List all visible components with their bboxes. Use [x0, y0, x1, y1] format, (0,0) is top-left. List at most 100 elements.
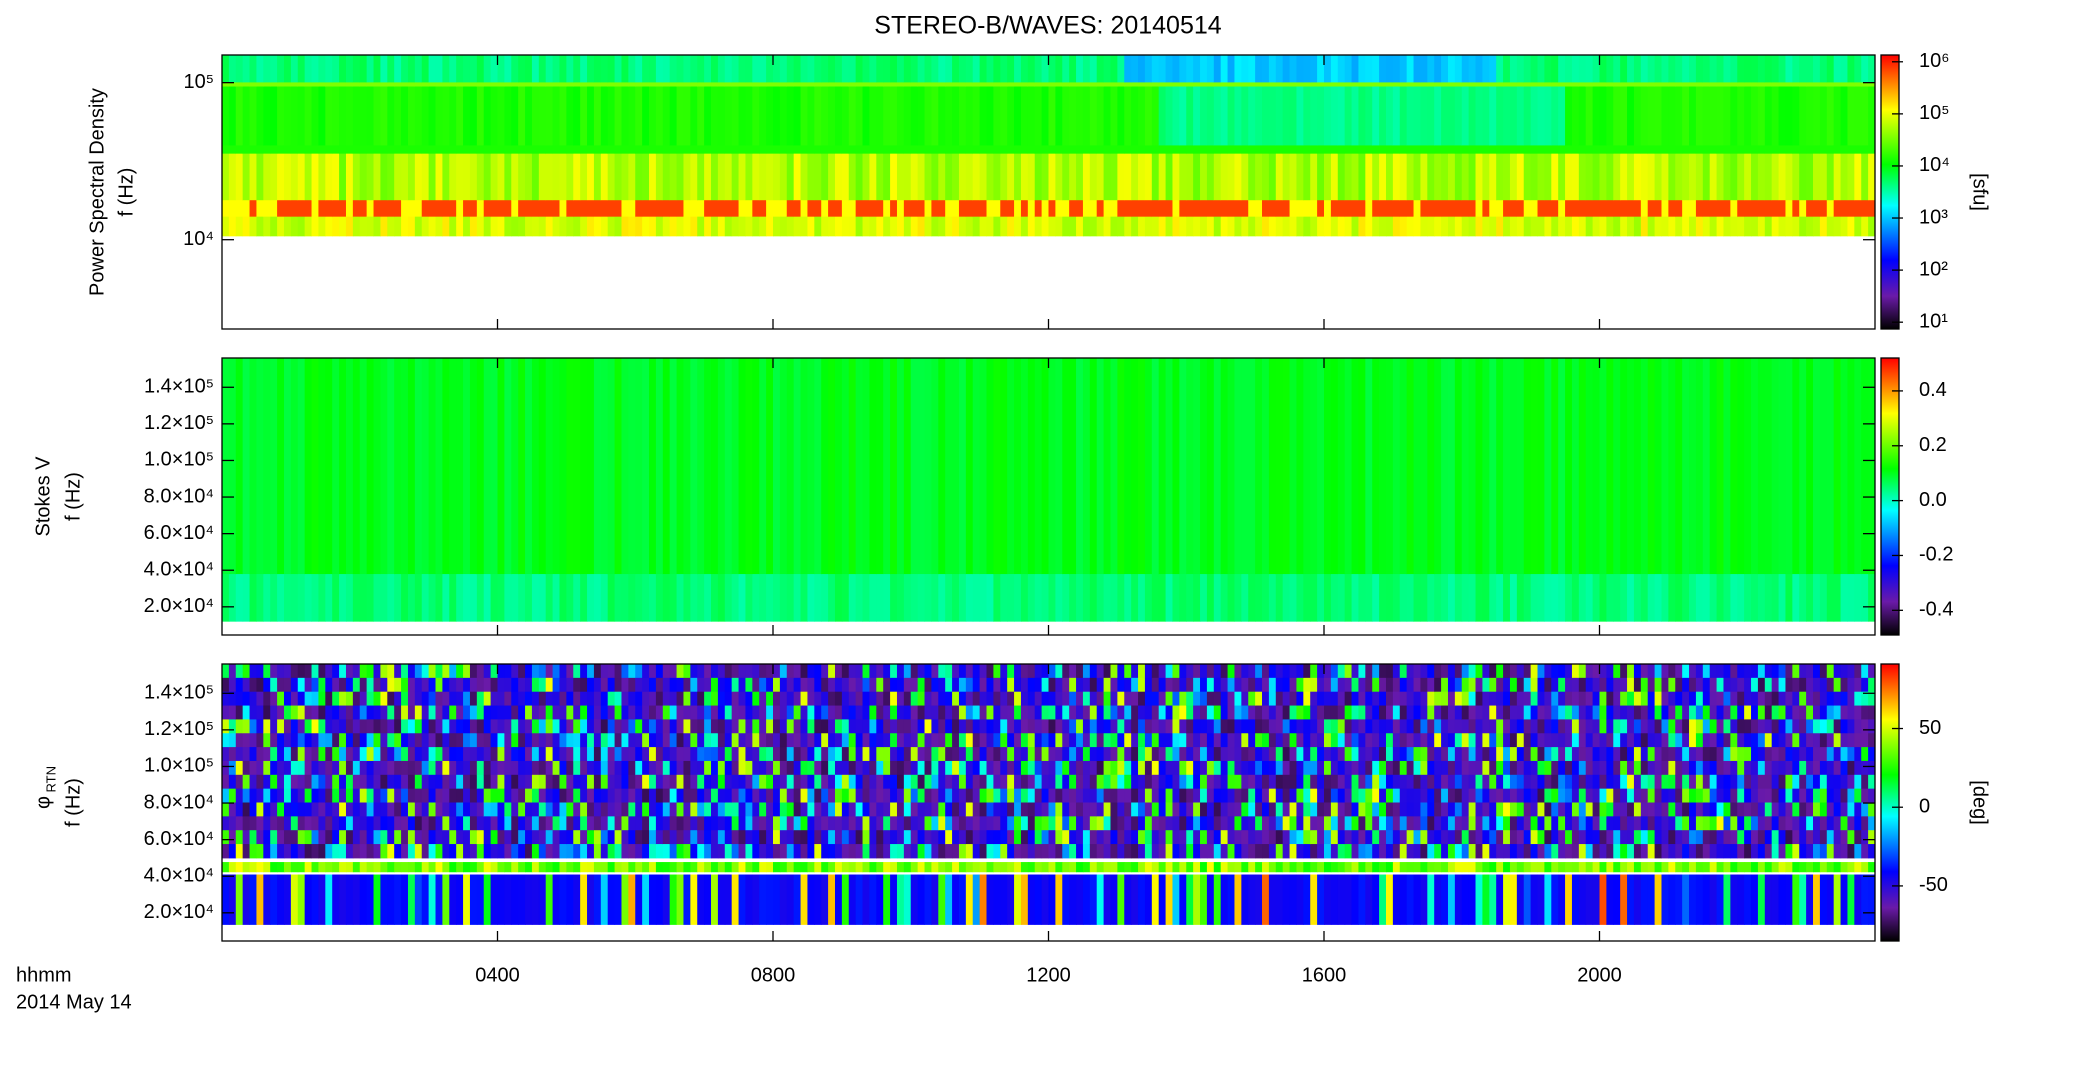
spectrogram-cell — [449, 874, 457, 925]
spectrogram-cell — [1206, 874, 1215, 925]
spectrogram-cell — [290, 774, 299, 790]
spectrogram-cell — [807, 664, 815, 679]
spectrogram-cell — [366, 574, 375, 622]
spectrogram-cell — [1654, 358, 1662, 575]
spectrogram-cell — [1337, 86, 1346, 146]
spectrogram-cell — [1117, 733, 1125, 748]
spectrogram-cell — [773, 55, 781, 83]
spectrogram-cell — [1324, 874, 1332, 925]
spectrogram-cell — [731, 862, 740, 873]
spectrogram-cell — [862, 802, 870, 817]
spectrogram-cell — [876, 200, 884, 218]
spectrogram-cell — [435, 747, 443, 762]
spectrogram-cell — [979, 705, 988, 720]
spectrogram-cell — [972, 358, 981, 575]
spectrogram-cell — [786, 719, 795, 734]
spectrogram-cell — [855, 153, 864, 201]
spectrogram-cell — [1709, 200, 1718, 218]
spectrogram-cell — [731, 747, 740, 762]
spectrogram-cell — [1324, 788, 1332, 803]
spectrogram-cell — [593, 733, 602, 748]
spectrogram-cell — [414, 862, 423, 873]
spectrogram-cell — [518, 574, 526, 622]
spectrogram-cell — [1523, 216, 1532, 237]
spectrogram-cell — [1406, 760, 1415, 776]
spectrogram-cell — [1482, 82, 1490, 88]
spectrogram-cell — [249, 216, 257, 237]
spectrogram-cell — [1062, 216, 1070, 237]
spectrogram-cell — [945, 55, 953, 83]
spectrogram-cell — [1248, 358, 1256, 575]
spectrogram-cell — [1186, 574, 1194, 622]
spectrogram-cell — [1344, 358, 1353, 575]
spectrogram-cell — [821, 719, 829, 734]
spectrogram-cell — [1096, 719, 1105, 734]
spectrogram-cell — [311, 830, 319, 845]
spectrogram-cell — [242, 874, 251, 925]
spectrogram-cell — [256, 830, 264, 845]
spectrogram-cell — [779, 844, 788, 859]
spectrogram-cell — [759, 86, 767, 146]
spectrogram-cell — [593, 788, 602, 803]
spectrogram-cell — [600, 216, 609, 237]
spectrogram-cell — [1007, 774, 1015, 790]
spectrogram-cell — [449, 82, 457, 88]
spectrogram-cell — [1633, 153, 1642, 201]
spectrogram-cell — [1000, 816, 1008, 831]
spectrogram-cell — [1558, 82, 1566, 88]
spectrogram-cell — [352, 145, 361, 155]
spectrogram-cell — [1695, 216, 1704, 237]
spectrogram-cell — [704, 358, 712, 575]
spectrogram-cell — [1868, 55, 1876, 83]
spectrogram-cell — [545, 844, 554, 859]
spectrogram-cell — [821, 802, 829, 817]
spectrogram-cell — [1682, 82, 1690, 88]
spectrogram-cell — [1413, 691, 1421, 707]
spectrogram-cell — [924, 705, 932, 720]
spectrogram-cell — [1124, 733, 1132, 748]
spectrogram-cell — [359, 664, 368, 679]
spectrogram-cell — [1379, 816, 1387, 831]
spectrogram-cell — [600, 153, 609, 201]
spectrogram-cell — [635, 705, 643, 720]
spectrogram-cell — [263, 816, 271, 831]
spectrogram-cell — [463, 574, 471, 622]
spectrogram-cell — [1358, 664, 1366, 679]
spectrogram-cell — [566, 862, 574, 873]
spectrogram-cell — [1296, 664, 1304, 679]
spectrogram-cell — [1082, 216, 1091, 237]
spectrogram-cell — [1138, 86, 1146, 146]
spectrogram-cell — [1792, 216, 1800, 237]
spectrogram-cell — [1131, 691, 1139, 707]
spectrogram-cell — [910, 145, 919, 155]
spectrogram-cell — [1751, 358, 1759, 575]
spectrogram-cell — [862, 216, 870, 237]
spectrogram-cell — [1082, 664, 1091, 679]
spectrogram-cell — [1324, 830, 1332, 845]
spectrogram-cell — [1062, 844, 1070, 859]
spectrogram-cell — [1186, 816, 1194, 831]
spectrogram-cell — [676, 747, 684, 762]
spectrogram-cell — [1179, 691, 1187, 707]
spectrogram-cell — [1392, 677, 1401, 693]
spectrogram-cell — [1179, 830, 1187, 845]
spectrogram-cell — [759, 802, 767, 817]
spectrogram-cell — [380, 86, 388, 146]
spectrogram-cell — [704, 733, 712, 748]
spectrogram-cell — [463, 788, 471, 803]
spectrogram-cell — [1234, 216, 1242, 237]
spectrogram-cell — [1730, 153, 1738, 201]
spectrogram-cell — [1303, 691, 1311, 707]
spectrogram-cell — [621, 802, 629, 817]
spectrogram-cell — [917, 874, 926, 925]
spectrogram-cell — [1144, 862, 1153, 873]
spectrogram-cell — [1413, 677, 1421, 693]
spectrogram-cell — [793, 719, 802, 734]
spectrogram-cell — [449, 816, 457, 831]
spectrogram-cell — [869, 200, 877, 218]
spectrogram-cell — [1413, 705, 1421, 720]
spectrogram-cell — [449, 145, 457, 155]
spectrogram-cell — [1668, 86, 1676, 146]
spectrogram-cell — [352, 719, 361, 734]
spectrogram-cell — [249, 574, 257, 622]
